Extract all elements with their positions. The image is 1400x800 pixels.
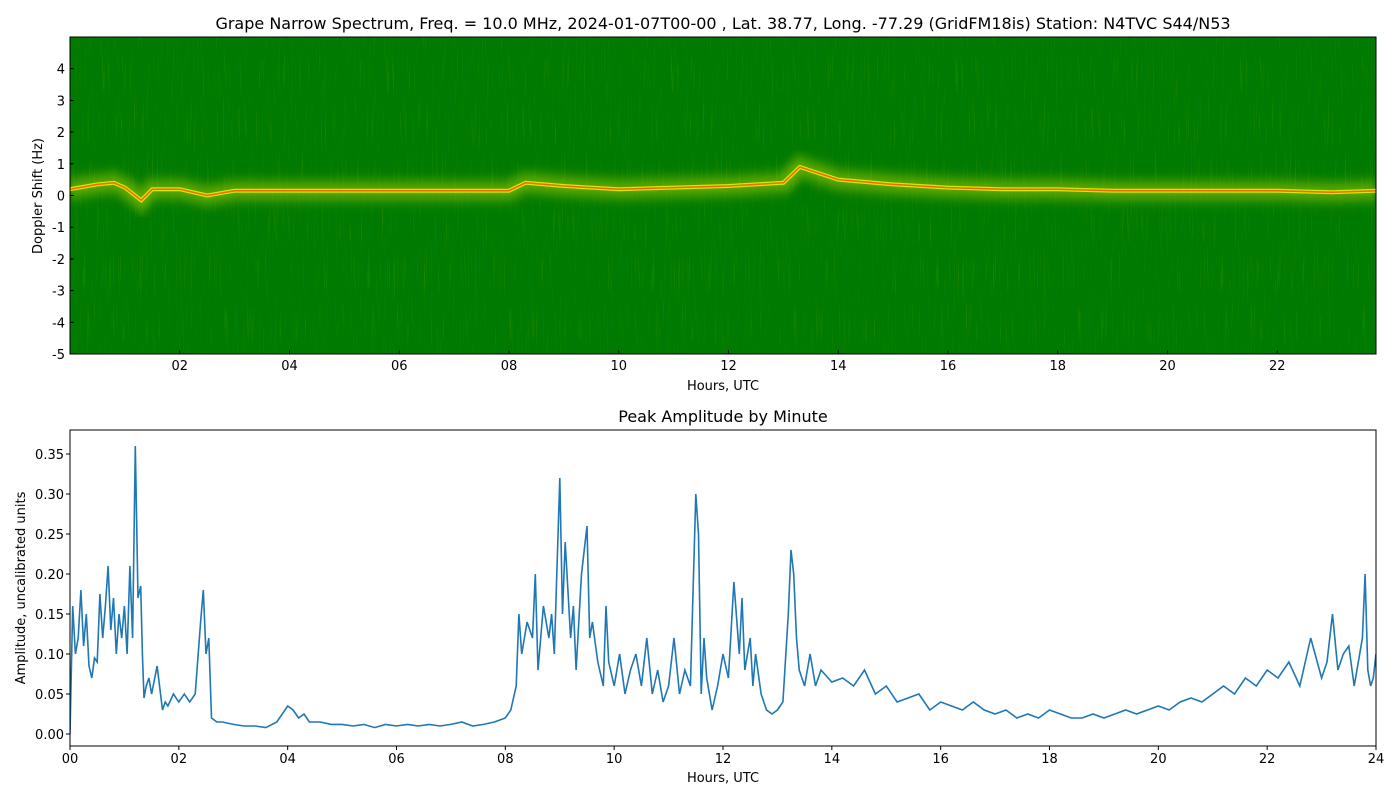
amplitude-ytick-label: 0.25 — [35, 528, 64, 543]
amplitude-ytick-label: 0.20 — [35, 568, 64, 583]
amplitude-series-line — [70, 445, 1376, 735]
amplitude-xtick-label: 18 — [1041, 752, 1058, 767]
amplitude-title: Peak Amplitude by Minute — [618, 407, 828, 426]
spectrogram-xtick-label: 20 — [1159, 359, 1176, 374]
amplitude-xtick-label: 16 — [932, 752, 949, 767]
amplitude-plot — [70, 445, 1376, 735]
amplitude-xtick-label: 24 — [1368, 752, 1385, 767]
spectrogram-ytick-label: -1 — [52, 221, 65, 236]
amplitude-xtick-label: 06 — [388, 752, 405, 767]
spectrogram-xtick-label: 12 — [720, 359, 737, 374]
amplitude-ytick-label: 0.30 — [35, 488, 64, 503]
spectrogram-xtick-label: 04 — [281, 359, 298, 374]
amplitude-xtick-label: 08 — [497, 752, 514, 767]
amplitude-ytick-label: 0.00 — [35, 728, 64, 743]
amplitude-ylabel: Amplitude, uncalibrated units — [14, 491, 29, 684]
amplitude-xtick-label: 22 — [1259, 752, 1276, 767]
spectrogram-ytick-label: 0 — [57, 190, 65, 205]
spectrogram-ytick-label: 1 — [57, 158, 65, 173]
amplitude-xtick-label: 20 — [1150, 752, 1167, 767]
spectrogram-xtick-label: 18 — [1049, 359, 1066, 374]
spectrogram-xlabel: Hours, UTC — [687, 379, 759, 394]
amplitude-ytick-label: 0.05 — [35, 688, 64, 703]
spectrogram-ytick-label: 2 — [57, 126, 65, 141]
amplitude-frame — [69, 429, 1377, 747]
amplitude-ytick-label: 0.10 — [35, 648, 64, 663]
spectrogram-title: Grape Narrow Spectrum, Freq. = 10.0 MHz,… — [215, 14, 1230, 33]
spectrogram-ytick-label: -2 — [52, 253, 65, 268]
spectrogram-xtick-label: 06 — [391, 359, 408, 374]
spectrogram-xtick-label: 14 — [830, 359, 847, 374]
amplitude-xtick-label: 04 — [279, 752, 296, 767]
amplitude-xtick-label: 12 — [715, 752, 732, 767]
spectrogram-ytick-label: -5 — [52, 348, 65, 363]
spectrogram-ytick-label: 3 — [57, 94, 65, 109]
spectrogram-plot — [70, 37, 1376, 354]
spectrogram-ytick-label: 4 — [57, 63, 65, 78]
spectrogram-xtick-label: 02 — [171, 359, 188, 374]
spectrogram-xtick-label: 10 — [610, 359, 627, 374]
spectrogram-xtick-label: 16 — [940, 359, 957, 374]
spectrogram-ytick-label: -3 — [52, 285, 65, 300]
spectrogram-xtick-label: 08 — [501, 359, 518, 374]
spectrogram-xtick-label: 22 — [1269, 359, 1286, 374]
amplitude-ytick-label: 0.35 — [35, 448, 64, 463]
amplitude-xtick-label: 10 — [606, 752, 623, 767]
amplitude-xtick-label: 02 — [171, 752, 188, 767]
carrier-peak — [70, 166, 1376, 202]
amplitude-xtick-label: 14 — [824, 752, 841, 767]
spectrogram-ytick-label: -4 — [52, 316, 65, 331]
amplitude-xlabel: Hours, UTC — [687, 771, 759, 786]
amplitude-xtick-label: 00 — [62, 752, 79, 767]
amplitude-ytick-label: 0.15 — [35, 608, 64, 623]
spectrogram-ylabel: Doppler Shift (Hz) — [31, 138, 46, 254]
